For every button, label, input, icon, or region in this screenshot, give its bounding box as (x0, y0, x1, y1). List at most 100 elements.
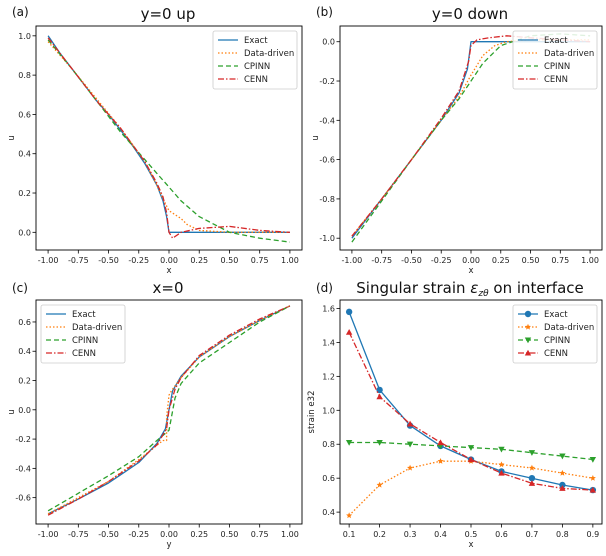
y-tick-label: 1.0 (322, 406, 335, 415)
y-tick-label: -0.6 (319, 156, 335, 165)
data-point-exact (376, 386, 383, 394)
x-tick-label: -0.50 (98, 530, 119, 539)
legend: Exact Data-driven CPINN CENN (40, 304, 126, 364)
legend-label: CPINN (244, 62, 270, 72)
x-tick-label: 0.75 (551, 256, 569, 265)
x-tick-label: -0.75 (371, 256, 392, 265)
y-tick-label: 0.0 (18, 406, 31, 415)
x-tick-label: 0.75 (251, 530, 269, 539)
legend-marker-exact (524, 310, 532, 318)
plot-area (47, 305, 291, 516)
legend-box (212, 30, 298, 90)
x-tick-label: -0.25 (128, 256, 149, 265)
y-tick-label: -1.0 (319, 234, 335, 243)
x-axis-label: y (166, 540, 171, 550)
data-point-cenn (437, 439, 444, 446)
x-axis-label: x (468, 266, 473, 276)
series-line-exact (47, 305, 291, 515)
y-tick-label: -0.4 (15, 464, 31, 473)
y-tick-label: 1.2 (322, 372, 335, 381)
data-point-cpinn (559, 453, 566, 460)
x-tick-label: 1.00 (281, 256, 299, 265)
series-line-data-driven (348, 460, 594, 516)
legend-label: CPINN (544, 62, 570, 72)
plot-area (345, 308, 597, 519)
x-tick-label: 1.00 (281, 530, 299, 539)
legend-label: CENN (72, 349, 96, 359)
series-line-cpinn (47, 39, 290, 243)
y-tick-label: 0.0 (322, 38, 335, 47)
chart-title: y=0 up (141, 5, 196, 23)
y-tick-label: 0.4 (18, 347, 31, 356)
legend-label: CENN (544, 75, 568, 85)
data-point-cpinn (528, 450, 536, 456)
data-point-exact (345, 308, 353, 316)
x-tick-label: 0.4 (434, 530, 447, 539)
series-line-cpinn (47, 305, 291, 512)
chart-title: Singular strain εzθ on interface (356, 279, 584, 299)
y-tick-label: -0.2 (319, 77, 335, 86)
y-tick-label: 1.4 (322, 338, 335, 347)
data-point-cpinn (406, 441, 414, 448)
x-axis-label: x (468, 540, 473, 550)
y-tick-label: -0.2 (15, 435, 31, 444)
x-tick-label: 0.9 (586, 530, 599, 539)
series-line-data-driven (47, 305, 291, 515)
y-tick-label: 0.0 (18, 228, 31, 237)
x-tick-label: 0.50 (221, 256, 239, 265)
data-point-cenn (406, 420, 414, 427)
data-point-cpinn (376, 439, 383, 446)
legend-label: CENN (244, 75, 268, 85)
x-tick-label: -0.25 (128, 530, 149, 539)
legend-label: Data-driven (544, 323, 594, 333)
data-point-exact (528, 474, 536, 482)
data-point-exact (559, 481, 566, 489)
x-tick-label: -0.75 (68, 256, 89, 265)
data-point-data-driven (498, 461, 505, 468)
x-tick-label: 0.25 (190, 530, 208, 539)
chart-title-math-sub: zθ (477, 289, 489, 299)
data-point-cenn (467, 456, 475, 463)
series-line-cenn (47, 37, 290, 239)
x-tick-label: 1.00 (581, 256, 599, 265)
data-point-cpinn (345, 439, 353, 446)
y-tick-label: -0.4 (319, 116, 335, 125)
y-tick-label: -0.6 (15, 494, 31, 503)
data-point-cpinn (467, 445, 475, 451)
plot-area (47, 35, 290, 243)
panel-label: (c) (12, 281, 28, 295)
data-point-data-driven (528, 464, 535, 471)
legend-label: CPINN (544, 336, 570, 346)
chart-title: y=0 down (432, 5, 508, 23)
y-axis-label: u (7, 409, 17, 414)
data-point-cpinn (498, 446, 505, 453)
y-tick-label: 0.8 (322, 440, 335, 449)
x-tick-label: -1.00 (38, 530, 59, 539)
data-point-cenn (376, 393, 383, 400)
legend-label: Exact (544, 310, 568, 320)
panel-label: (b) (316, 5, 333, 19)
data-point-cenn (589, 486, 597, 493)
y-tick-label: 0.6 (18, 318, 31, 327)
y-tick-label: -0.8 (319, 195, 335, 204)
legend-box (512, 304, 598, 364)
legend-box (40, 304, 126, 364)
y-tick-label: 0.4 (322, 508, 335, 517)
legend: Exact Data-driven CPINN CENN (212, 30, 298, 90)
x-tick-label: 0.7 (526, 530, 539, 539)
x-tick-label: 0.25 (492, 256, 510, 265)
x-tick-label: 0.00 (160, 256, 178, 265)
data-point-data-driven (376, 481, 383, 488)
y-axis-label: u (311, 135, 321, 140)
legend-box (512, 30, 598, 90)
data-point-cenn (498, 469, 505, 476)
x-tick-label: 0.25 (190, 256, 208, 265)
series-line-cenn (47, 305, 291, 516)
axes-frame (35, 299, 303, 525)
legend-label: Exact (72, 310, 96, 320)
legend-marker-cpinn (524, 337, 532, 344)
x-tick-label: -0.25 (431, 256, 452, 265)
x-tick-label: -0.75 (68, 530, 89, 539)
data-point-cpinn (589, 456, 597, 463)
